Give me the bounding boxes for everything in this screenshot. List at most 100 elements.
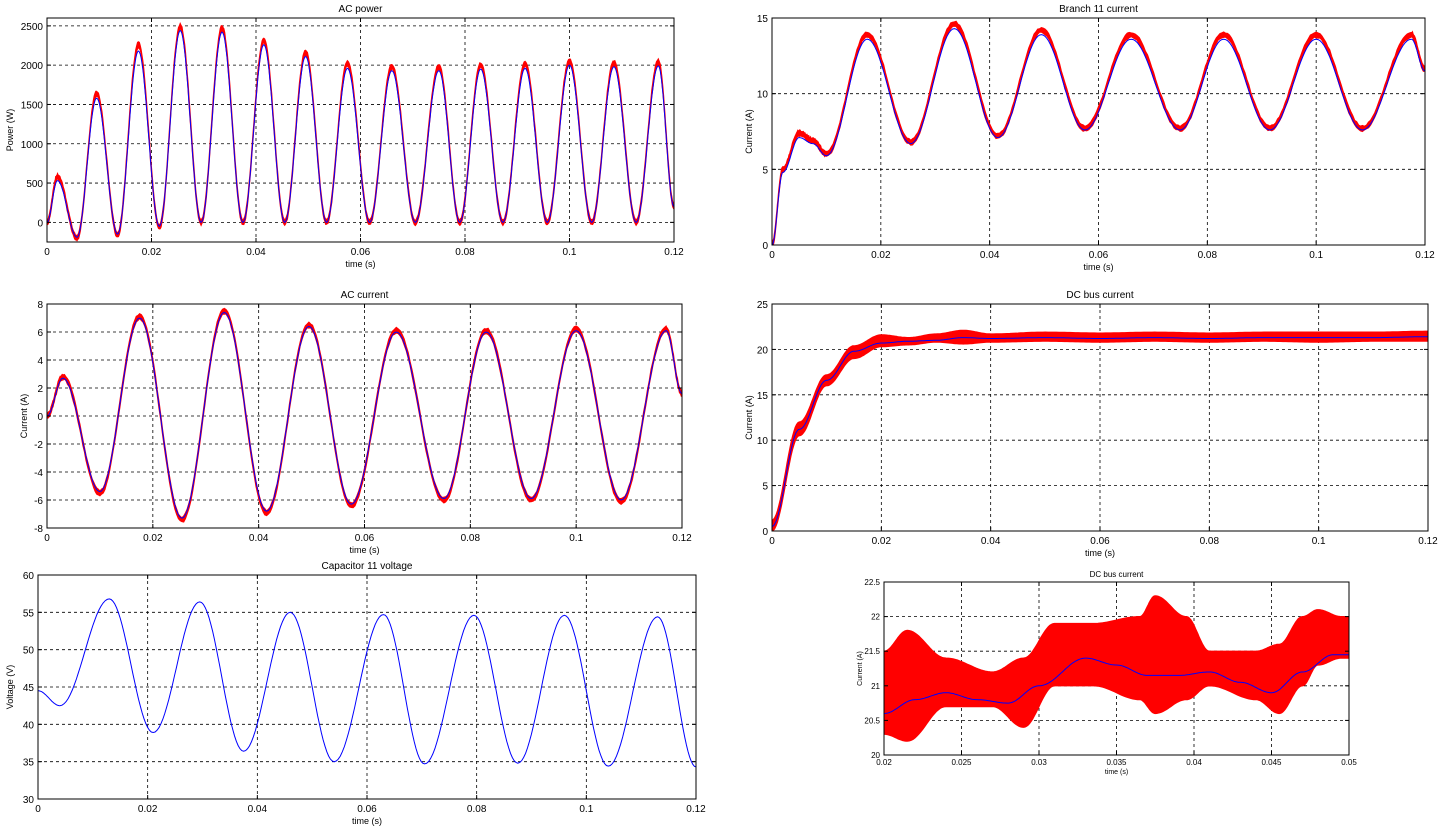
x-tick-label: 0 <box>35 804 41 815</box>
plot-area <box>46 303 683 529</box>
x-tick-label: 0.02 <box>142 247 162 258</box>
x-tick-label: 0.08 <box>461 533 481 544</box>
y-tick-label: -6 <box>34 496 43 507</box>
series-group <box>772 20 1425 245</box>
x-tick-label: 0.04 <box>1186 758 1202 767</box>
chart-ac-power: 0 0.02 0.04 0.06 0.08 0.1 0.12 0 500 1000 1500 2000… <box>5 4 684 269</box>
y-tick-label: 2000 <box>21 61 44 72</box>
chart-title: AC power <box>339 4 384 15</box>
x-axis-label: time (s) <box>1105 769 1128 776</box>
average-line-series <box>47 29 674 238</box>
x-tick-label: 0.02 <box>872 536 892 547</box>
x-axis-label: time (s) <box>1084 262 1114 272</box>
y-axis-label: Current (A) <box>857 651 864 686</box>
x-tick-label: 0.06 <box>1089 250 1109 261</box>
chart-title: Capacitor 11 voltage <box>322 561 413 572</box>
y-tick-label: 15 <box>757 14 769 25</box>
average-line-series <box>38 598 696 768</box>
y-tick-label: 1500 <box>21 100 44 111</box>
y-tick-label: 21 <box>871 682 880 691</box>
y-axis-label: Power (W) <box>5 109 15 152</box>
y-tick-label: 2 <box>37 384 43 395</box>
x-tick-label: 0.08 <box>1198 250 1218 261</box>
x-tick-label: 0.12 <box>1418 536 1438 547</box>
x-tick-label: 0.05 <box>1341 758 1357 767</box>
x-tick-label: 0.02 <box>871 250 891 261</box>
x-axis-label: time (s) <box>350 545 380 555</box>
y-tick-label: 0 <box>37 412 43 423</box>
y-tick-label: -4 <box>34 468 43 479</box>
x-tick-label: 0.12 <box>686 804 706 815</box>
y-tick-label: 5 <box>762 165 768 176</box>
y-tick-label: 35 <box>23 758 35 769</box>
x-tick-label: 0 <box>44 533 50 544</box>
x-tick-label: 0.1 <box>563 247 577 258</box>
y-tick-label: 50 <box>23 646 35 657</box>
series-group <box>884 595 1349 742</box>
y-tick-label: -8 <box>34 524 43 535</box>
y-tick-label: 22 <box>871 613 880 622</box>
y-tick-label: 20 <box>871 751 880 760</box>
y-tick-label: 40 <box>23 720 35 731</box>
chart-capacitor-11-voltage: 0 0.02 0.04 0.06 0.08 0.1 0.12 30 35 40 45 50 55 60 Ca… <box>5 561 706 826</box>
y-tick-label: 10 <box>757 90 769 101</box>
y-tick-label: 30 <box>23 795 35 806</box>
x-tick-label: 0.04 <box>980 250 1000 261</box>
x-axis-label: time (s) <box>346 259 376 269</box>
ripple-band-series <box>47 22 674 242</box>
x-tick-label: 0.08 <box>455 247 475 258</box>
chart-title: Branch 11 current <box>1059 4 1138 15</box>
x-axis-label: time (s) <box>352 816 382 826</box>
series-group <box>38 598 696 768</box>
series-group <box>47 22 674 242</box>
x-tick-label: 0 <box>769 250 775 261</box>
chart-title: AC current <box>341 290 389 301</box>
y-tick-label: 500 <box>26 179 43 190</box>
x-tick-label: 0.04 <box>249 533 269 544</box>
x-tick-label: 0.06 <box>351 247 371 258</box>
x-tick-label: 0.02 <box>876 758 892 767</box>
chart-dc-bus-current: 0 0.02 0.04 0.06 0.08 0.1 0.12 0 5 10 15 20 25 DC bus… <box>744 290 1438 558</box>
average-line-series <box>47 311 682 519</box>
x-tick-label: 0.035 <box>1106 758 1127 767</box>
x-tick-label: 0 <box>44 247 50 258</box>
y-axis-label: Current (A) <box>744 109 754 154</box>
average-line-series <box>884 654 1349 714</box>
chart-branch-11-current: 0 0.02 0.04 0.06 0.08 0.1 0.12 0 5 10 15 Branch 11 … <box>744 4 1435 272</box>
y-axis-label: Voltage (V) <box>5 665 15 710</box>
y-tick-label: 15 <box>757 391 769 402</box>
chart-title: DC bus current <box>1066 290 1133 301</box>
x-tick-label: 0.1 <box>1309 250 1323 261</box>
x-tick-label: 0.03 <box>1031 758 1047 767</box>
ripple-band-series <box>884 595 1349 742</box>
ripple-band-series <box>772 329 1428 531</box>
x-tick-label: 0.12 <box>1415 250 1435 261</box>
x-tick-label: 0.1 <box>569 533 583 544</box>
y-tick-label: 0 <box>762 527 768 538</box>
x-tick-label: 0.1 <box>1312 536 1326 547</box>
x-tick-label: 0 <box>769 536 775 547</box>
y-tick-label: 10 <box>757 436 769 447</box>
y-tick-label: 6 <box>37 328 43 339</box>
x-tick-label: 0.045 <box>1261 758 1282 767</box>
y-tick-label: 4 <box>37 356 43 367</box>
chart-title: DC bus current <box>1090 570 1145 579</box>
average-line-series <box>772 28 1425 245</box>
y-tick-label: 21.5 <box>864 647 880 656</box>
average-line-series <box>772 336 1428 527</box>
y-tick-label: 25 <box>757 300 769 311</box>
y-tick-label: 20.5 <box>864 716 880 725</box>
y-tick-label: 20 <box>757 345 769 356</box>
y-axis-label: Current (A) <box>744 395 754 440</box>
x-tick-label: 0.12 <box>664 247 684 258</box>
y-tick-label: 55 <box>23 608 35 619</box>
y-tick-label: -2 <box>34 440 43 451</box>
x-tick-label: 0.06 <box>357 804 377 815</box>
ripple-band-series <box>772 20 1425 245</box>
chart-ac-current: 0 0.02 0.04 0.06 0.08 0.1 0.12 -8 -6 -4 -2 0 2 4 6 8 AC … <box>19 290 692 555</box>
y-tick-label: 8 <box>37 300 43 311</box>
series-group <box>47 307 682 523</box>
x-tick-label: 0.04 <box>246 247 266 258</box>
x-tick-label: 0.06 <box>1090 536 1110 547</box>
